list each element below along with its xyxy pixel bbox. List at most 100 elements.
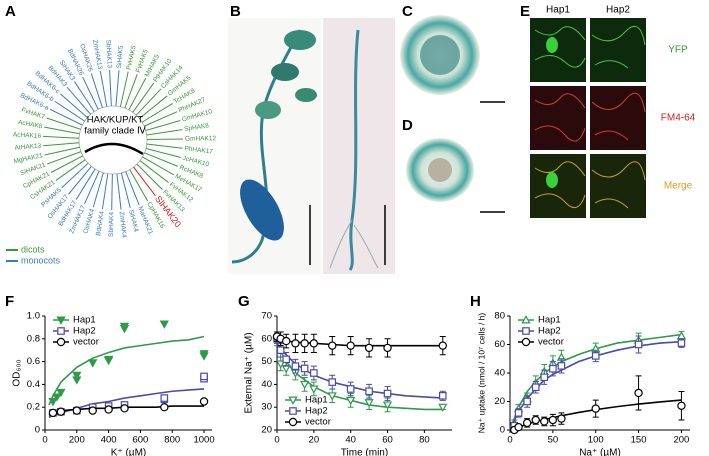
data-point — [548, 415, 558, 425]
data-point — [160, 403, 169, 412]
y-tick-label: 30 — [261, 402, 272, 413]
tree-branch — [146, 143, 183, 149]
panel-label: C — [402, 3, 413, 20]
data-point — [48, 398, 58, 407]
y-tick-label: 0.8 — [27, 333, 40, 344]
data-point — [591, 404, 600, 413]
panel-label: H — [470, 293, 481, 310]
y-tick-label: 0.2 — [27, 402, 40, 413]
tree-branch — [124, 74, 138, 109]
data-point — [383, 389, 392, 398]
data-point — [72, 406, 82, 415]
data-point — [309, 339, 319, 348]
data-point — [56, 388, 66, 398]
x-tick-label: 400 — [101, 435, 117, 446]
tree-branch — [139, 95, 168, 119]
data-point — [56, 407, 66, 416]
data-point — [346, 341, 355, 350]
tree-branch — [60, 93, 88, 118]
axes — [276, 316, 452, 431]
tree-branch — [43, 135, 80, 139]
y-tick-label: 0.4 — [27, 379, 40, 390]
data-point — [199, 397, 209, 406]
row-label: Merge — [664, 181, 693, 192]
data-point — [282, 355, 291, 364]
legend-label: Hap1 — [538, 315, 561, 326]
data-point — [300, 380, 310, 390]
data-point — [72, 376, 82, 385]
tree-branch — [116, 173, 122, 210]
tree-branch — [54, 100, 85, 122]
y-axis-label: OD₆₀₀ — [12, 359, 23, 386]
data-point — [549, 364, 557, 373]
data-point — [119, 325, 130, 334]
data-point — [72, 371, 82, 381]
column-label: Hap2 — [606, 5, 630, 16]
data-point — [291, 362, 300, 370]
data-point — [291, 339, 300, 348]
tree-branch — [43, 142, 80, 147]
data-point — [634, 388, 643, 398]
legend-label: Hap2 — [538, 326, 561, 337]
tree-branch — [128, 77, 147, 111]
tree-branch — [139, 160, 169, 183]
y-tick-label: 0 — [500, 425, 505, 436]
data-point — [200, 372, 208, 381]
tree-ring — [78, 105, 148, 175]
data-point — [300, 364, 309, 373]
data-point — [48, 408, 58, 418]
y-axis-label: Na⁺ uptake (nmol / 10⁷ cells / h) — [476, 313, 486, 434]
x-axis-label: Time (min) — [341, 448, 388, 456]
legend-label: vector — [305, 417, 331, 428]
tree-leaf-label: SbHAK13 — [104, 39, 112, 68]
data-point — [540, 417, 549, 426]
tree-branch — [146, 138, 183, 140]
data-point — [514, 409, 523, 417]
data-point — [56, 316, 66, 325]
fit-line — [48, 335, 205, 406]
data-point — [327, 392, 337, 401]
x-tick-label: 200 — [69, 435, 85, 446]
confocal-images — [530, 18, 646, 218]
tree-branch — [142, 156, 174, 176]
y-tick-label: 1.0 — [27, 311, 40, 322]
data-point — [634, 340, 643, 349]
data-point — [438, 341, 447, 350]
panel-label: A — [5, 3, 16, 20]
panel-label: D — [402, 117, 413, 134]
x-tick-label: 1000 — [193, 435, 214, 446]
data-point — [438, 392, 447, 400]
tree-branch — [111, 173, 113, 210]
tree-leaf-label: SbHAK4 — [108, 212, 115, 237]
data-point — [57, 327, 65, 335]
data-point — [88, 359, 98, 368]
x-tick-label: 80 — [419, 435, 430, 446]
legend-label: Hap1 — [73, 315, 96, 326]
tree-branch — [141, 103, 173, 123]
data-point — [438, 403, 448, 413]
tree-branch — [84, 170, 100, 205]
tree-branch — [132, 82, 155, 113]
data-point — [104, 405, 113, 414]
data-point — [328, 341, 337, 350]
axes — [509, 316, 690, 431]
data-point — [521, 315, 531, 324]
tree-branch — [55, 159, 86, 181]
tree-branch — [120, 172, 131, 208]
data-point — [300, 339, 309, 348]
y-tick-label: 20 — [261, 425, 272, 436]
data-point — [289, 407, 297, 415]
x-tick-label: 20 — [309, 435, 320, 446]
tree-branch — [75, 168, 96, 200]
data-point — [309, 385, 319, 394]
legend-label: dicots — [21, 244, 45, 254]
x-tick-label: 0 — [274, 435, 279, 446]
data-point — [591, 352, 600, 360]
tree-branch — [99, 71, 108, 107]
data-point — [557, 362, 566, 370]
panel-label: G — [238, 293, 250, 310]
tree-branch — [143, 111, 178, 127]
data-point — [364, 399, 374, 408]
